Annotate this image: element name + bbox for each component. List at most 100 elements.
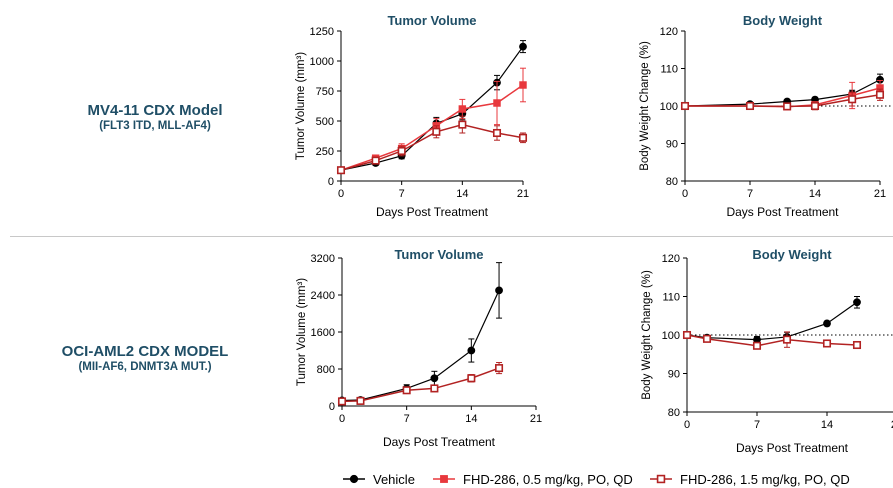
- data-point: [853, 298, 861, 307]
- y-tick-label: 2400: [311, 290, 335, 302]
- x-axis-label: Days Post Treatment: [726, 205, 839, 219]
- y-tick-label: 250: [316, 146, 334, 158]
- data-point: [702, 334, 712, 343]
- series-line: [685, 94, 881, 108]
- data-point: [337, 397, 347, 406]
- data-point: [492, 128, 502, 138]
- x-tick-label: 21: [874, 188, 886, 200]
- tumor-volume-chart-oci-aml2: Tumor Volume 0 800 1600 2400 3200 0 7 14 21 Days P…: [296, 247, 542, 449]
- model-name: MV4-11 CDX Model: [87, 102, 223, 119]
- y-tick-label: 750: [316, 86, 334, 98]
- data-point: [752, 341, 762, 350]
- y-tick-label: 110: [662, 292, 680, 304]
- model-title-mv4-11: MV4-11 CDX Model (FLT3 ITD, MLL-AF4): [40, 102, 270, 132]
- x-tick-label: 7: [399, 188, 405, 200]
- data-point: [430, 384, 439, 393]
- x-tick-label: 7: [404, 413, 410, 425]
- series-filled-circle: [338, 262, 503, 405]
- data-point: [745, 101, 755, 111]
- chart-title: Body Weight: [743, 13, 823, 28]
- body-weight-chart-mv4-11: Body Weight 80 90 100 110 120 0 7 14 21 Days Post …: [639, 13, 892, 219]
- x-axis-label: Days Post Treatment: [376, 205, 489, 219]
- chart-title: Tumor Volume: [394, 247, 483, 262]
- y-axis-label: Tumor Volume (mm³): [295, 52, 307, 160]
- y-tick-label: 100: [662, 330, 680, 342]
- data-point: [495, 364, 504, 373]
- x-tick-label: 14: [809, 188, 821, 200]
- y-tick-label: 1000: [310, 56, 334, 68]
- data-point: [518, 133, 528, 142]
- series-line: [341, 367, 500, 403]
- data-point: [356, 396, 365, 405]
- model-name: OCI-AML2 CDX MODEL: [61, 343, 229, 360]
- data-point: [519, 42, 527, 51]
- y-tick-label: 1250: [310, 26, 334, 38]
- data-point: [336, 166, 346, 175]
- legend-marker: [656, 474, 666, 484]
- legend-label: Vehicle: [373, 472, 415, 487]
- model-mutations: (MII-AF6, DNMT3A MUT.): [78, 361, 212, 373]
- x-tick-label: 14: [456, 188, 468, 200]
- series-line: [341, 290, 500, 402]
- chart-legend: Vehicle FHD-286, 0.5 mg/kg, PO, QD FHD-286…: [343, 472, 850, 487]
- section-divider: [10, 236, 893, 237]
- y-tick-label: 120: [662, 253, 680, 265]
- x-tick-label: 14: [821, 419, 833, 431]
- data-point: [810, 101, 820, 111]
- legend-item: Vehicle: [343, 472, 415, 487]
- y-tick-label: 90: [666, 139, 678, 151]
- y-axis-label: Body Weight Change (%): [641, 270, 653, 400]
- x-tick-label: 21: [517, 188, 529, 200]
- data-point: [458, 120, 467, 129]
- legend-label: FHD-286, 1.5 mg/kg, PO, QD: [680, 472, 850, 487]
- x-tick-label: 7: [754, 419, 760, 431]
- data-point: [371, 156, 380, 165]
- y-axis-label: Tumor Volume (mm³): [296, 278, 308, 386]
- y-tick-label: 3200: [311, 253, 335, 265]
- data-point: [682, 330, 692, 340]
- data-point: [495, 286, 503, 295]
- y-tick-label: 0: [328, 176, 334, 188]
- series-open-square: [682, 330, 862, 350]
- data-point: [402, 386, 411, 395]
- x-tick-label: 7: [747, 188, 753, 200]
- y-tick-label: 500: [316, 116, 334, 128]
- y-axis-label: Body Weight Change (%): [639, 41, 651, 171]
- model-title-oci-aml2: OCI-AML2 CDX MODEL (MII-AF6, DNMT3A MUT.…: [30, 343, 260, 373]
- data-point: [822, 339, 832, 348]
- data-point: [875, 90, 885, 99]
- x-axis-label: Days Post Treatment: [736, 441, 849, 455]
- legend-label: FHD-286, 0.5 mg/kg, PO, QD: [463, 472, 633, 487]
- data-point: [458, 105, 467, 113]
- x-tick-label: 0: [684, 419, 690, 431]
- data-point: [823, 319, 831, 328]
- data-point: [852, 340, 862, 350]
- y-tick-label: 90: [668, 369, 680, 381]
- data-point: [432, 127, 441, 136]
- y-tick-label: 0: [329, 401, 335, 413]
- x-tick-label: 0: [339, 413, 345, 425]
- model-mutations: (FLT3 ITD, MLL-AF4): [99, 120, 211, 132]
- series-line: [686, 334, 858, 347]
- x-tick-label: 21: [530, 413, 542, 425]
- legend-marker: [349, 474, 359, 484]
- data-point: [519, 81, 527, 89]
- series-line: [684, 79, 881, 107]
- series-filled-circle: [681, 73, 884, 110]
- series-line: [340, 46, 524, 171]
- y-tick-label: 1600: [311, 327, 335, 339]
- data-point: [430, 374, 439, 383]
- y-tick-label: 80: [668, 407, 680, 419]
- data-point: [782, 335, 792, 344]
- data-point: [397, 146, 406, 156]
- x-tick-label: 0: [682, 188, 688, 200]
- series-open-square: [337, 362, 504, 406]
- series-open-square: [680, 88, 885, 111]
- x-tick-label: 0: [338, 188, 344, 200]
- y-tick-label: 80: [666, 176, 678, 188]
- data-point: [467, 346, 476, 355]
- x-axis-label: Days Post Treatment: [383, 435, 496, 449]
- data-point: [467, 374, 476, 383]
- tumor-volume-chart-mv4-11: Tumor Volume 0 250 500 750 1000 1250 0 7 14 21 Days…: [295, 13, 529, 219]
- series-filled-circle: [337, 40, 527, 175]
